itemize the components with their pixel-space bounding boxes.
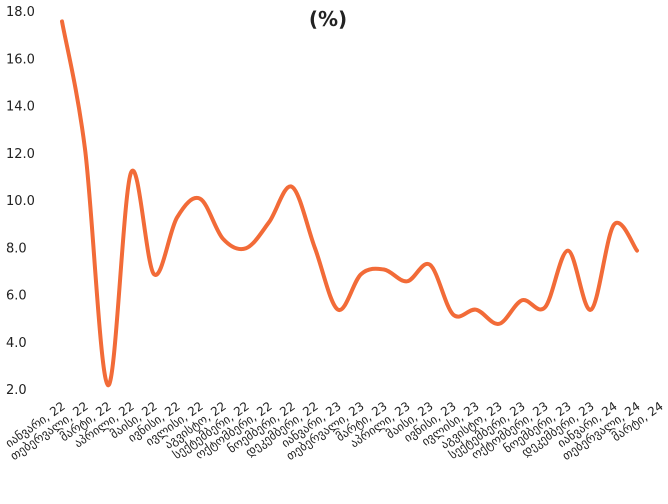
y-tick-label: 6.0 — [6, 289, 27, 304]
data-point — [405, 279, 409, 283]
data-point — [428, 263, 432, 267]
y-tick-label: 2.0 — [6, 383, 27, 398]
data-point — [313, 246, 317, 250]
data-point — [497, 322, 501, 326]
data-point — [336, 308, 340, 312]
y-tick-label: 4.0 — [6, 336, 27, 351]
y-tick-label: 12.0 — [6, 147, 35, 162]
data-point — [152, 272, 156, 276]
data-point — [267, 220, 271, 224]
data-point — [474, 308, 478, 312]
series-line — [60, 19, 639, 388]
chart-title: (%) — [309, 7, 347, 31]
data-point — [359, 272, 363, 276]
series-layer — [60, 19, 639, 388]
y-tick-label: 18.0 — [6, 5, 35, 20]
data-point — [244, 246, 248, 250]
data-point — [612, 223, 616, 227]
data-point — [129, 171, 133, 175]
data-point — [382, 268, 386, 272]
data-point — [83, 147, 87, 151]
data-point — [589, 308, 593, 312]
data-point — [198, 197, 202, 201]
data-point — [106, 383, 110, 387]
data-point — [175, 216, 179, 220]
data-point — [451, 312, 455, 316]
y-tick-label: 8.0 — [6, 241, 27, 256]
data-point — [566, 249, 570, 253]
data-point — [60, 19, 64, 23]
data-point — [543, 305, 547, 309]
y-tick-label: 16.0 — [6, 52, 35, 67]
y-tick-label: 14.0 — [6, 100, 35, 115]
data-point — [290, 185, 294, 189]
data-point — [635, 249, 639, 253]
data-point — [520, 298, 524, 302]
y-tick-label: 10.0 — [6, 194, 35, 209]
y-axis: 2.0 4.0 6.0 8.0 10.0 12.0 14.0 16.0 18.0 — [6, 5, 35, 398]
data-point — [221, 237, 225, 241]
